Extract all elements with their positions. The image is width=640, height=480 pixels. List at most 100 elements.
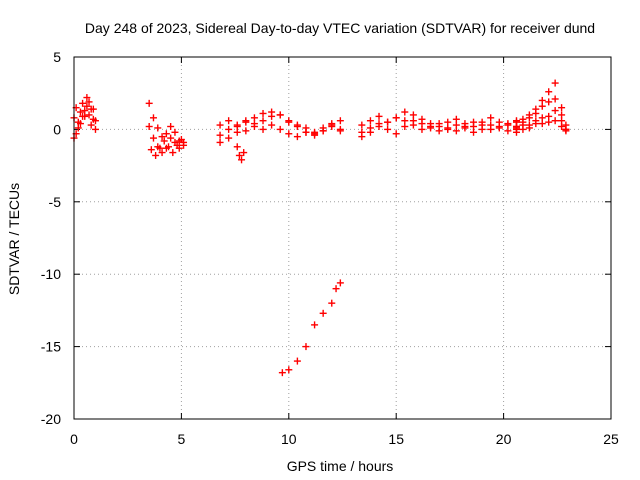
data-point — [375, 123, 383, 131]
y-tick-label: 5 — [53, 49, 61, 65]
data-point — [336, 127, 344, 135]
data-point — [225, 134, 233, 142]
data-point — [532, 109, 540, 117]
chart-title: Day 248 of 2023, Sidereal Day-to-day VTE… — [85, 20, 595, 36]
x-tick-label: 15 — [388, 431, 404, 447]
data-point — [366, 128, 374, 136]
data-point — [87, 105, 95, 113]
data-point — [83, 94, 91, 102]
data-point — [285, 130, 293, 138]
data-point — [76, 108, 84, 116]
data-point — [173, 141, 181, 149]
data-point — [169, 149, 177, 157]
data-point — [145, 99, 153, 107]
data-point — [504, 120, 512, 128]
y-tick-label: -5 — [49, 194, 62, 210]
data-point — [562, 125, 570, 133]
data-point — [495, 123, 503, 131]
data-point — [285, 117, 293, 125]
x-tick-label: 0 — [70, 431, 78, 447]
data-point — [551, 117, 559, 125]
data-point — [259, 117, 267, 125]
data-point — [392, 130, 400, 138]
x-tick-label: 20 — [496, 431, 512, 447]
data-point — [525, 124, 533, 132]
data-point — [225, 117, 233, 125]
data-point — [225, 125, 233, 133]
data-point — [79, 112, 87, 120]
data-point — [525, 114, 533, 122]
y-axis-label: SDTVAR / TECUs — [6, 183, 22, 295]
data-point — [358, 121, 366, 129]
data-point — [216, 138, 224, 146]
y-tick-label: 0 — [53, 121, 61, 137]
data-point — [160, 137, 168, 145]
data-point — [145, 123, 153, 131]
data-point — [558, 104, 566, 112]
data-point — [276, 125, 284, 133]
y-tick-label: -20 — [41, 411, 61, 427]
data-point — [259, 125, 267, 133]
data-point — [384, 125, 392, 133]
data-point — [293, 133, 301, 141]
data-point — [418, 125, 426, 133]
data-point — [551, 95, 559, 103]
data-point — [392, 114, 400, 122]
data-point — [268, 108, 276, 116]
plot-frame — [73, 56, 612, 420]
y-tick-label: -15 — [41, 339, 61, 355]
data-point — [452, 127, 460, 135]
data-point — [545, 88, 553, 96]
data-point — [461, 123, 469, 131]
data-point — [85, 98, 93, 106]
data-point — [165, 143, 173, 151]
data-point — [435, 127, 443, 135]
axis-ticks: 0 5 10 15 20 25 5 0 -5 -10 -15 -20 — [41, 49, 619, 447]
data-point — [147, 146, 155, 154]
x-tick-label: 25 — [603, 431, 619, 447]
data-point — [435, 120, 443, 128]
data-point — [276, 111, 284, 119]
data-point — [162, 130, 170, 138]
data-points — [70, 79, 570, 377]
data-point — [302, 128, 310, 136]
data-point — [487, 114, 495, 122]
data-point — [512, 125, 520, 133]
data-point — [158, 149, 166, 157]
data-point — [551, 107, 559, 115]
data-point — [487, 125, 495, 133]
data-point — [235, 151, 243, 159]
data-point — [85, 111, 93, 119]
data-point — [177, 136, 185, 144]
data-point — [478, 121, 486, 129]
data-point — [81, 107, 89, 115]
data-point — [401, 117, 409, 125]
data-point — [216, 131, 224, 139]
data-point — [302, 343, 310, 351]
data-point — [156, 144, 164, 152]
data-point — [375, 112, 383, 120]
data-point — [519, 121, 527, 129]
data-point — [558, 123, 566, 131]
data-point — [332, 285, 340, 293]
data-point — [328, 299, 336, 307]
data-point — [91, 125, 99, 133]
data-point — [293, 357, 301, 365]
y-tick-label: -10 — [41, 266, 61, 282]
data-point — [83, 102, 91, 110]
data-point — [551, 79, 559, 87]
data-point — [149, 134, 157, 142]
data-point — [259, 109, 267, 117]
data-point — [444, 124, 452, 132]
data-point — [87, 121, 95, 129]
data-point — [293, 121, 301, 129]
x-tick-label: 5 — [178, 431, 186, 447]
data-point — [268, 121, 276, 129]
data-point — [328, 123, 336, 131]
data-point — [167, 123, 175, 131]
data-point — [238, 156, 246, 164]
data-point — [233, 121, 241, 129]
data-point — [74, 124, 82, 132]
data-point — [538, 114, 546, 122]
